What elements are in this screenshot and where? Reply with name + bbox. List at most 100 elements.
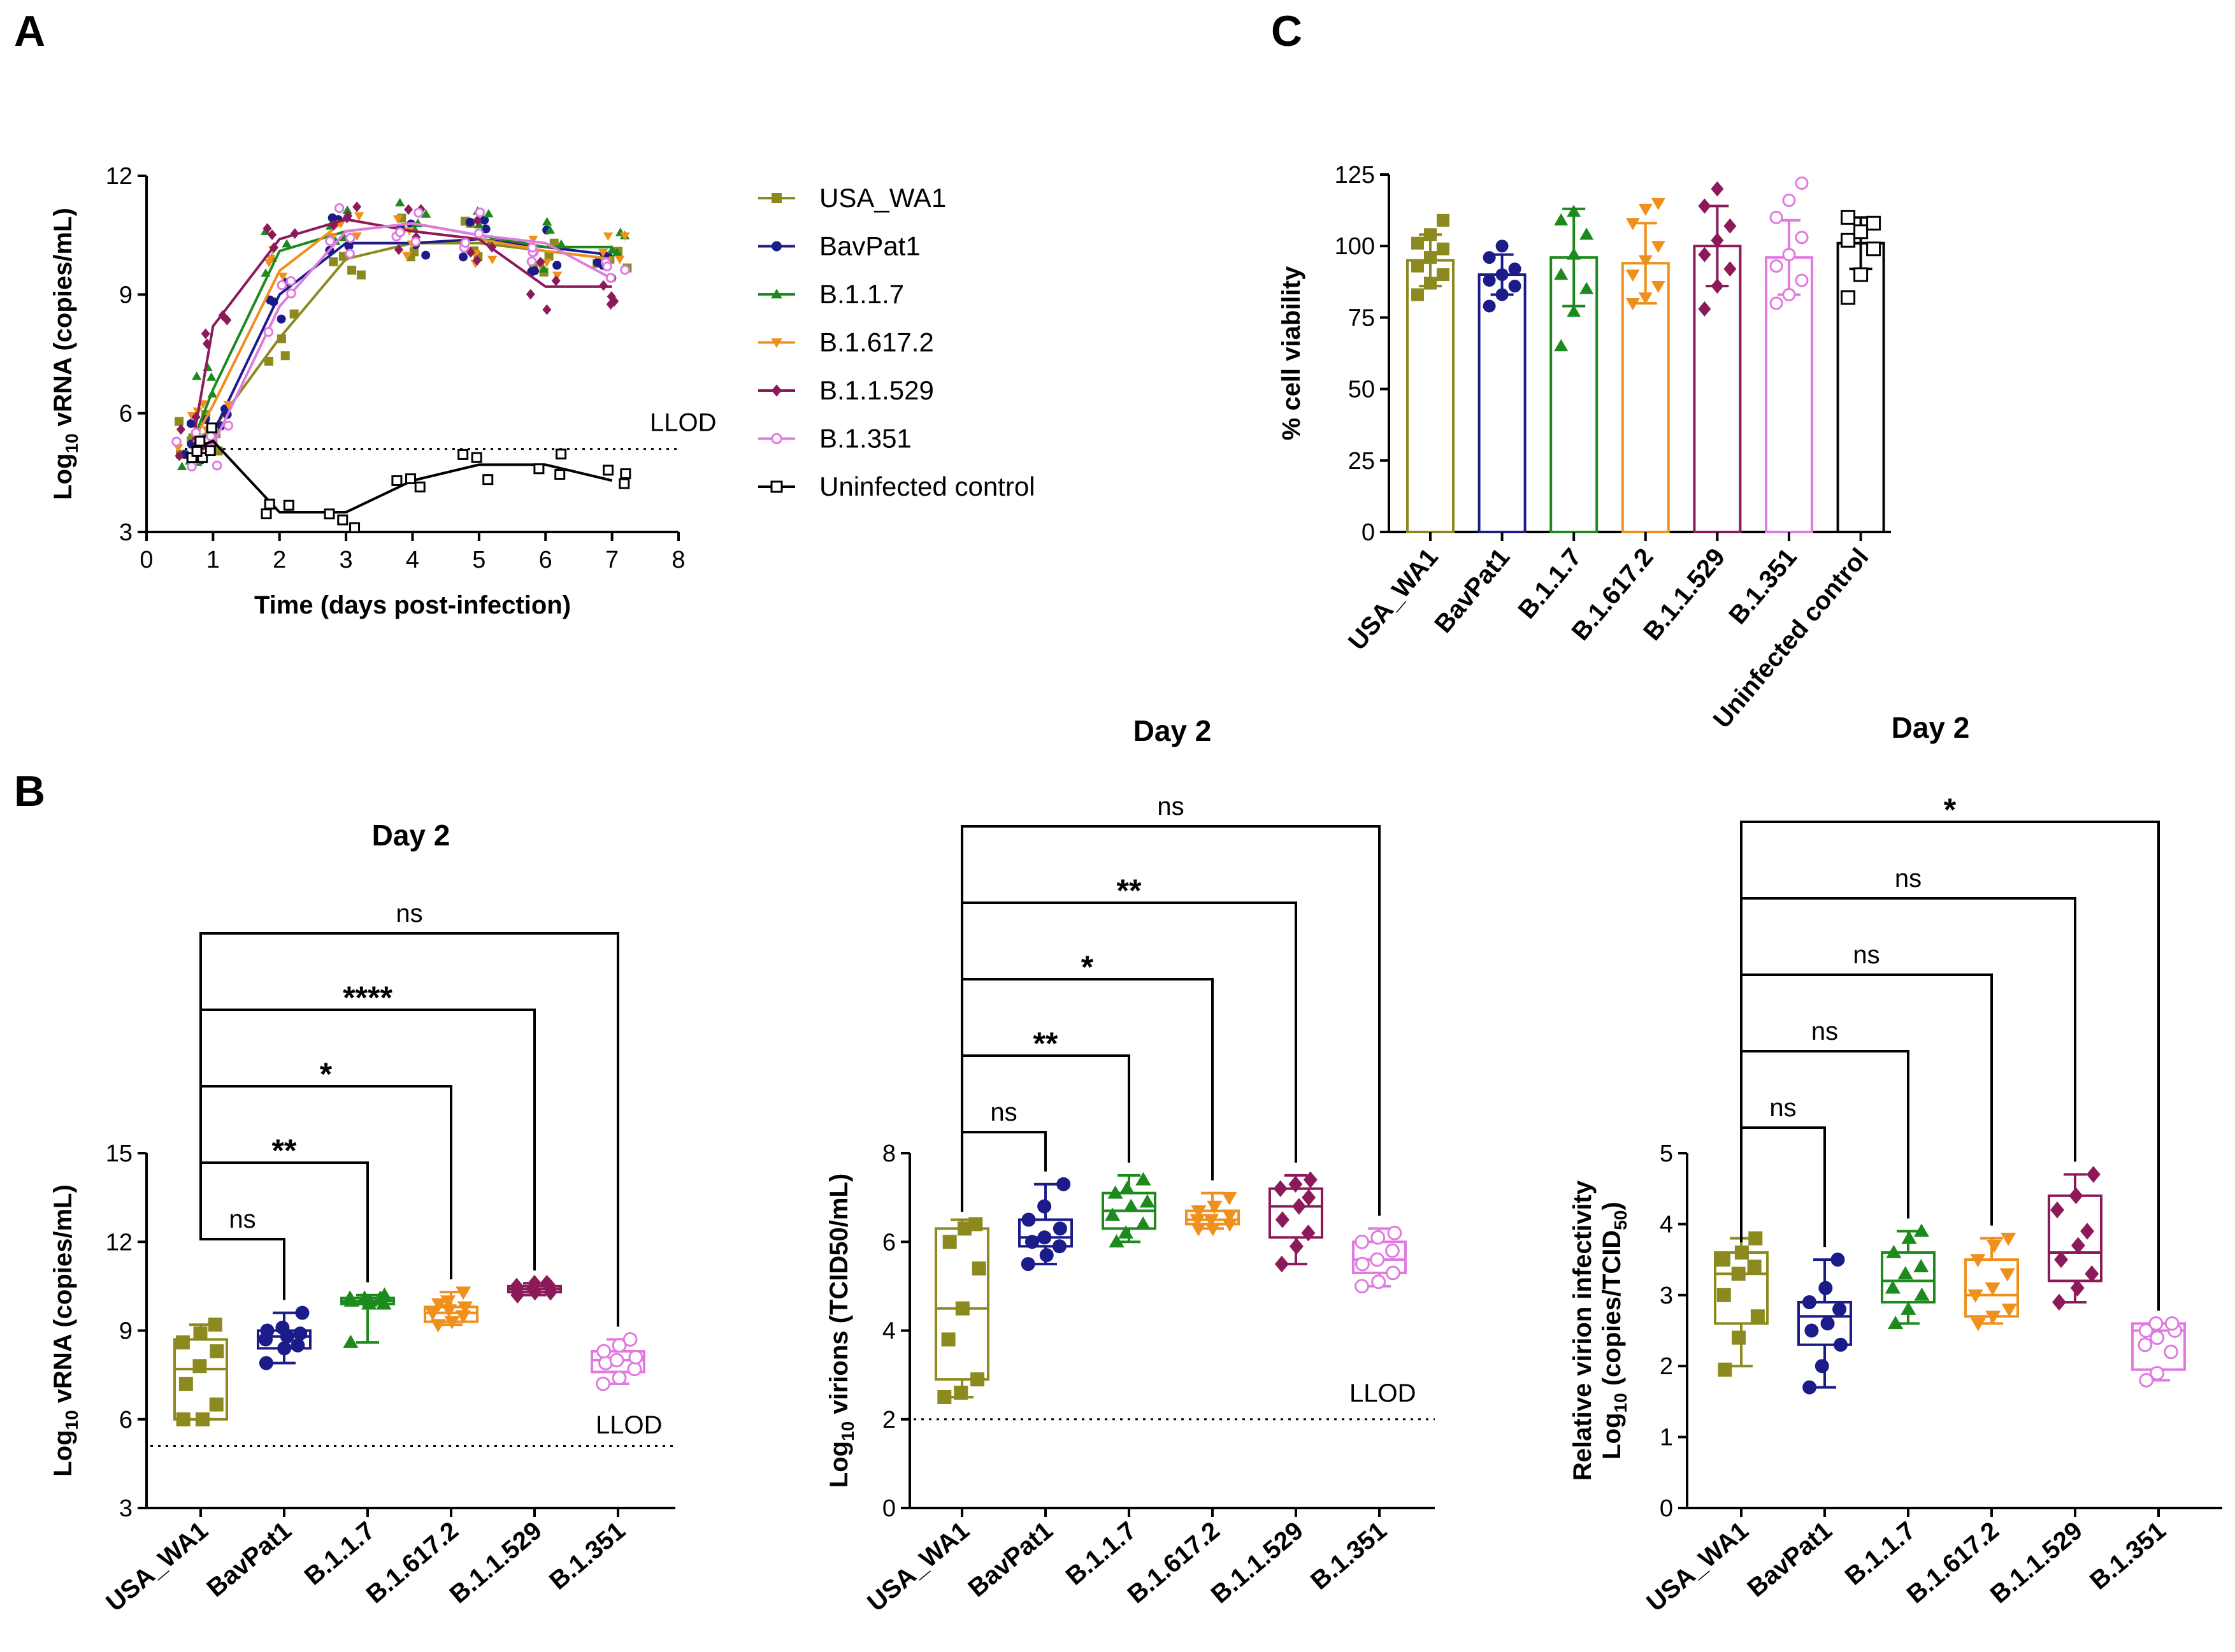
chart-b2-point	[1053, 1221, 1067, 1236]
chart-a-point	[598, 248, 608, 257]
chart-a-legend-marker	[772, 384, 782, 397]
chart-a-point	[545, 225, 556, 234]
chart-b3-point	[1820, 1316, 1835, 1331]
chart-a-ytick-label: 12	[106, 163, 133, 190]
chart-a-xtick-label: 4	[406, 547, 419, 573]
chart-b3-point	[1913, 1259, 1929, 1273]
chart-b3-comparison-bracket	[1740, 1126, 1826, 1247]
chart-a-point	[325, 236, 335, 247]
chart-b2-point	[1221, 1209, 1238, 1223]
chart-b2-point	[1221, 1191, 1237, 1205]
chart-b2-comparison-label: ns	[1157, 793, 1184, 821]
chart-b2-ytick-label: 0	[882, 1495, 896, 1522]
chart-b3-point	[1750, 1309, 1765, 1324]
chart-b1-point	[444, 1316, 460, 1330]
chart-a-point	[605, 273, 616, 283]
chart-a-point	[542, 304, 552, 315]
chart-c-point	[1841, 210, 1856, 225]
chart-b1-point	[527, 1275, 542, 1292]
chart-a-point	[334, 203, 345, 213]
chart-a-point	[192, 371, 202, 380]
chart-b3-point	[1802, 1295, 1817, 1309]
chart-a-legend-label: USA_WA1	[819, 183, 946, 213]
chart-b2-point	[1021, 1257, 1035, 1272]
chart-c-ytick-label: 125	[1335, 162, 1375, 189]
chart-a-point	[268, 229, 277, 240]
chart-c-point	[1437, 268, 1449, 282]
chart-a-point	[603, 232, 614, 241]
chart-a-ytick-label: 3	[119, 519, 133, 546]
chart-b2-point	[1274, 1255, 1289, 1273]
chart-a-point	[620, 232, 630, 241]
chart-b2-point	[941, 1332, 956, 1347]
chart-b3-point	[1970, 1318, 1986, 1332]
chart-b3-ylabel: Log10 (copies/TCID50)	[1598, 1202, 1630, 1460]
chart-a-point	[280, 351, 290, 361]
chart-b1-xtick-label: USA_WA1	[101, 1516, 213, 1617]
chart-a-point	[206, 422, 217, 434]
chart-a-point	[599, 280, 608, 291]
chart-b3-comparison-label: ns	[1853, 941, 1879, 969]
chart-b3-point	[2164, 1344, 2178, 1360]
chart-b2-comparison-label: **	[1117, 873, 1142, 909]
chart-a-point	[459, 252, 468, 262]
chart-c-ytick-label: 50	[1348, 377, 1375, 403]
chart-b1-point	[377, 1287, 392, 1301]
chart-b3-point	[1818, 1281, 1833, 1295]
chart-b2-point	[1024, 1235, 1039, 1249]
chart-b3-title: Day 2	[1892, 711, 1970, 744]
chart-a-point	[465, 217, 475, 227]
chart-b2-title: Day 2	[1133, 714, 1212, 747]
chart-b1-point	[178, 1377, 193, 1391]
chart-b2-point	[1139, 1194, 1155, 1208]
chart-c-bar	[1406, 259, 1455, 533]
chart-b2-point	[1222, 1218, 1238, 1232]
chart-b1-ytick-label: 9	[119, 1318, 133, 1345]
chart-b2-point	[1119, 1181, 1135, 1195]
chart-b1-point	[277, 1341, 292, 1356]
chart-a-point	[603, 464, 614, 476]
chart-b1-point	[540, 1275, 554, 1292]
chart-b3-point	[1802, 1380, 1817, 1395]
chart-b3-point	[2085, 1265, 2099, 1282]
chart-c-point	[1841, 233, 1856, 248]
chart-b2-point	[1301, 1225, 1316, 1242]
chart-a-point	[554, 469, 566, 480]
chart-b2-ytick-label: 8	[882, 1140, 896, 1167]
chart-c-point	[1411, 236, 1424, 250]
chart-b1-point	[208, 1318, 222, 1332]
chart-b1-point	[275, 1320, 290, 1335]
chart-b3-ylabel-end: )	[1598, 1202, 1626, 1210]
chart-b3-point	[2069, 1187, 2083, 1205]
chart-b3-point	[1886, 1244, 1902, 1258]
chart-a-point	[329, 219, 338, 231]
chart-b3-xtick-label: BavPat1	[1743, 1516, 1837, 1602]
chart-b2-point	[1370, 1252, 1385, 1267]
chart-b1-point	[291, 1338, 305, 1353]
chart-c-ylabel: % cell viability	[1277, 266, 1305, 440]
chart-c-point	[1769, 296, 1783, 310]
chart-b2-comparison-bracket	[961, 978, 1214, 1212]
chart-b3-point	[1815, 1359, 1829, 1374]
chart-a-point	[286, 288, 296, 299]
chart-b2-point	[972, 1261, 986, 1276]
chart-c-point	[1866, 241, 1881, 257]
chart-a-point	[481, 224, 491, 234]
chart-c-point	[1638, 255, 1653, 268]
chart-a-point	[394, 244, 403, 255]
chart-a-legend-marker	[771, 289, 782, 299]
chart-c-viability-bar: 0 25 50 75 100 125 % cell viability USA_WA1BavP…	[1277, 162, 1891, 733]
chart-a-point	[538, 264, 549, 273]
chart-a-point	[552, 261, 562, 270]
chart-b3-point	[2070, 1279, 2085, 1296]
chart-b1-ylabel-rest: vRNA (copies/mL)	[49, 1184, 77, 1410]
chart-c-point	[1483, 299, 1496, 313]
chart-b3-ylabel-rest: (copies/TCID	[1598, 1230, 1626, 1393]
chart-c-point	[1411, 288, 1424, 301]
chart-a-point	[460, 238, 471, 248]
chart-b2-virions-box: 0 2 4 6 8 Log10 virions (TCID50/mL) LLOD USA_WA…	[825, 714, 1435, 1617]
chart-a-point	[324, 508, 335, 520]
chart-b2-point	[1189, 1214, 1205, 1228]
chart-a-point	[615, 255, 625, 264]
chart-b2-xtick-label: B.1.1.7	[1061, 1516, 1142, 1591]
